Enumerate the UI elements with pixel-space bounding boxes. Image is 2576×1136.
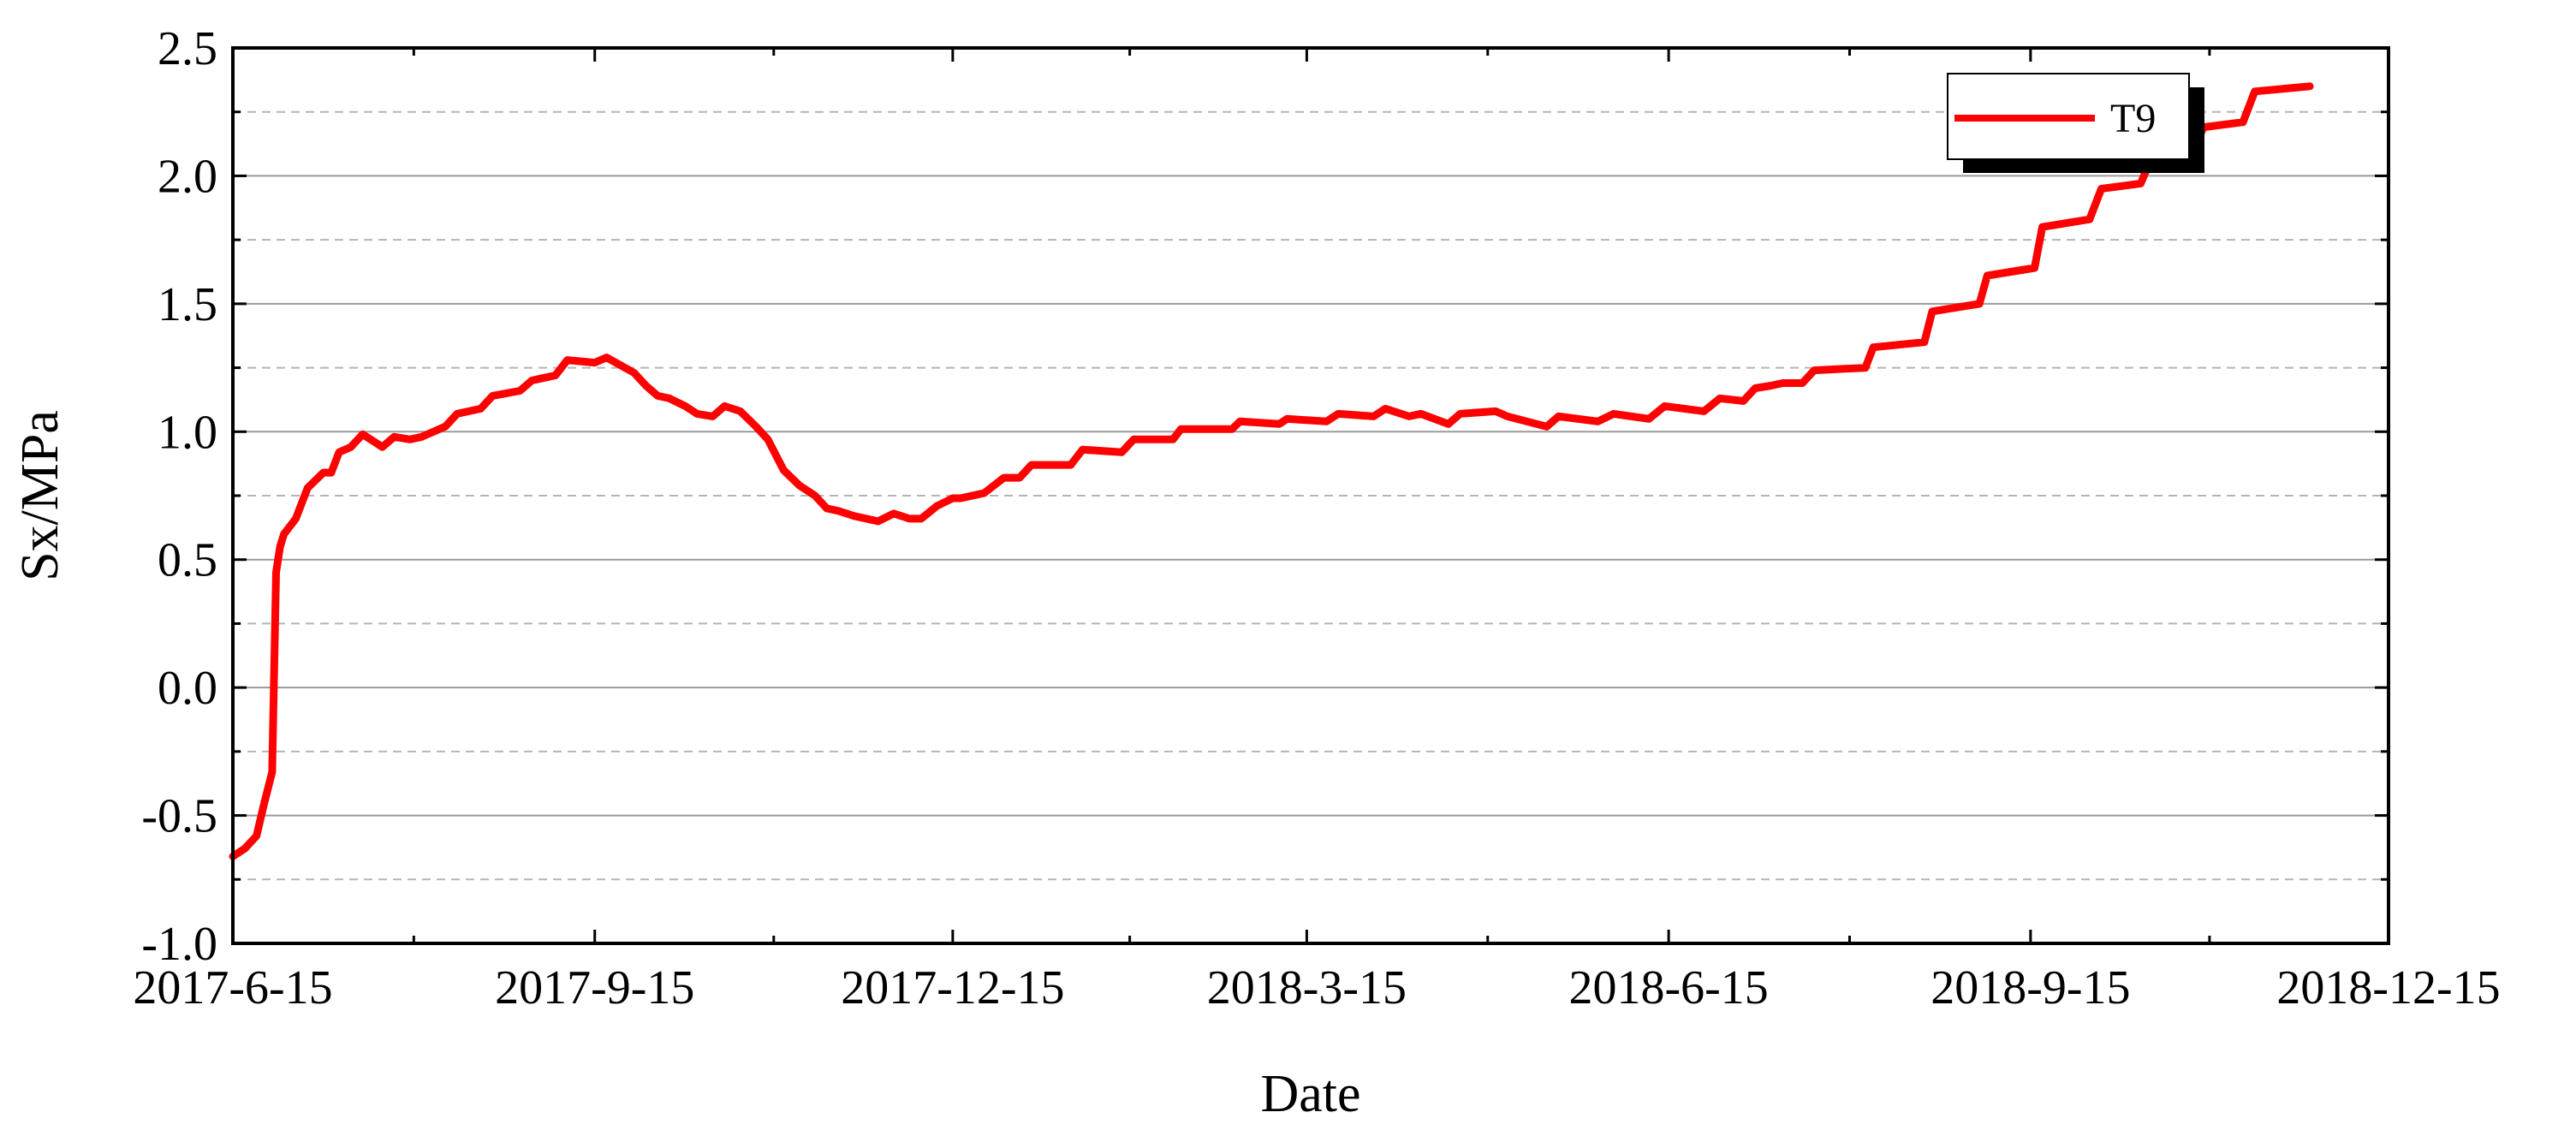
y-tick-label: 2.0	[158, 150, 217, 203]
x-tick-label: 2018-9-15	[1931, 961, 2130, 1014]
x-tick-label: 2017-6-15	[133, 961, 332, 1014]
x-tick-label: 2018-12-15	[2276, 961, 2500, 1014]
y-tick-label: 1.0	[158, 406, 217, 459]
x-tick-label: 2018-3-15	[1207, 961, 1407, 1014]
y-tick-label: 0.0	[158, 662, 217, 715]
y-tick-label: -0.5	[141, 790, 217, 843]
axis-ticks	[231, 46, 2390, 945]
x-tick-labels: 2017-6-15 2017-9-15 2017-12-15 2018-3-15 201…	[133, 961, 2500, 1014]
y-tick-labels: -1.0 -0.5 0.0 0.5 1.0 1.5 2.0 2.5	[141, 22, 217, 971]
y-axis-title: Sx/MPa	[11, 410, 69, 581]
x-tick-label: 2018-6-15	[1568, 961, 1768, 1014]
y-tick-label: 1.5	[158, 278, 217, 331]
series-line-t9	[229, 82, 2314, 860]
x-tick-label: 2017-12-15	[841, 961, 1064, 1014]
y-tick-label: 2.5	[158, 22, 217, 75]
x-tick-label: 2017-9-15	[495, 961, 694, 1014]
legend-label-t9: T9	[2110, 96, 2156, 141]
series-layer	[229, 82, 2314, 860]
legend: T9	[1947, 73, 2204, 173]
y-tick-label: 0.5	[158, 534, 217, 587]
y-tick-label: -1.0	[141, 918, 217, 971]
x-axis-title: Date	[1260, 1065, 1360, 1123]
